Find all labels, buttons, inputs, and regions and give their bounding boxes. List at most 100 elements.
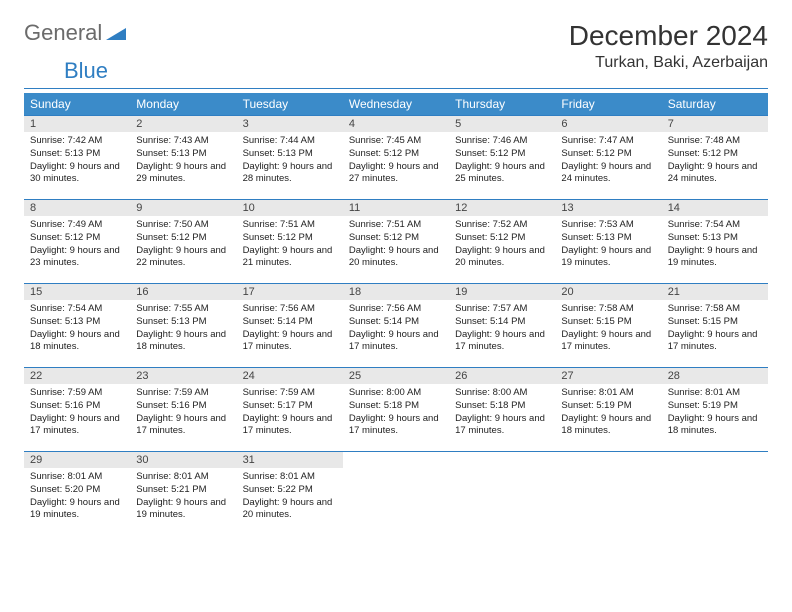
calendar-day-cell: 4Sunrise: 7:45 AMSunset: 5:12 PMDaylight… [343, 115, 449, 199]
calendar-day-cell: 25Sunrise: 8:00 AMSunset: 5:18 PMDayligh… [343, 367, 449, 451]
calendar-day-cell: 21Sunrise: 7:58 AMSunset: 5:15 PMDayligh… [662, 283, 768, 367]
day-number: 30 [130, 452, 236, 468]
day-details: Sunrise: 7:56 AMSunset: 5:14 PMDaylight:… [343, 300, 449, 357]
day-details: Sunrise: 7:57 AMSunset: 5:14 PMDaylight:… [449, 300, 555, 357]
day-details: Sunrise: 7:52 AMSunset: 5:12 PMDaylight:… [449, 216, 555, 273]
day-number: 6 [555, 116, 661, 132]
calendar-day-cell: 19Sunrise: 7:57 AMSunset: 5:14 PMDayligh… [449, 283, 555, 367]
calendar-day-cell: 15Sunrise: 7:54 AMSunset: 5:13 PMDayligh… [24, 283, 130, 367]
calendar-day-cell: 30Sunrise: 8:01 AMSunset: 5:21 PMDayligh… [130, 451, 236, 535]
calendar-week-row: 22Sunrise: 7:59 AMSunset: 5:16 PMDayligh… [24, 367, 768, 451]
calendar-day-cell: 2Sunrise: 7:43 AMSunset: 5:13 PMDaylight… [130, 115, 236, 199]
calendar-day-cell: 14Sunrise: 7:54 AMSunset: 5:13 PMDayligh… [662, 199, 768, 283]
day-number: 5 [449, 116, 555, 132]
calendar-day-cell: 6Sunrise: 7:47 AMSunset: 5:12 PMDaylight… [555, 115, 661, 199]
calendar-day-cell [449, 451, 555, 535]
day-number: 23 [130, 368, 236, 384]
day-details: Sunrise: 7:55 AMSunset: 5:13 PMDaylight:… [130, 300, 236, 357]
day-details: Sunrise: 7:50 AMSunset: 5:12 PMDaylight:… [130, 216, 236, 273]
calendar-day-cell: 10Sunrise: 7:51 AMSunset: 5:12 PMDayligh… [237, 199, 343, 283]
day-number: 8 [24, 200, 130, 216]
day-details: Sunrise: 7:56 AMSunset: 5:14 PMDaylight:… [237, 300, 343, 357]
day-details: Sunrise: 7:48 AMSunset: 5:12 PMDaylight:… [662, 132, 768, 189]
calendar-day-cell: 12Sunrise: 7:52 AMSunset: 5:12 PMDayligh… [449, 199, 555, 283]
month-title: December 2024 [569, 20, 768, 52]
calendar-day-cell: 11Sunrise: 7:51 AMSunset: 5:12 PMDayligh… [343, 199, 449, 283]
day-number: 16 [130, 284, 236, 300]
weekday-header: Tuesday [237, 93, 343, 115]
day-details: Sunrise: 8:00 AMSunset: 5:18 PMDaylight:… [343, 384, 449, 441]
day-number: 11 [343, 200, 449, 216]
day-details: Sunrise: 7:51 AMSunset: 5:12 PMDaylight:… [237, 216, 343, 273]
day-number: 4 [343, 116, 449, 132]
day-details: Sunrise: 8:01 AMSunset: 5:19 PMDaylight:… [662, 384, 768, 441]
day-number: 24 [237, 368, 343, 384]
day-number: 2 [130, 116, 236, 132]
calendar-day-cell: 5Sunrise: 7:46 AMSunset: 5:12 PMDaylight… [449, 115, 555, 199]
calendar-day-cell: 24Sunrise: 7:59 AMSunset: 5:17 PMDayligh… [237, 367, 343, 451]
calendar-day-cell [343, 451, 449, 535]
day-number: 15 [24, 284, 130, 300]
calendar-week-row: 29Sunrise: 8:01 AMSunset: 5:20 PMDayligh… [24, 451, 768, 535]
calendar-day-cell: 8Sunrise: 7:49 AMSunset: 5:12 PMDaylight… [24, 199, 130, 283]
day-number: 13 [555, 200, 661, 216]
calendar-day-cell: 1Sunrise: 7:42 AMSunset: 5:13 PMDaylight… [24, 115, 130, 199]
day-details: Sunrise: 7:59 AMSunset: 5:16 PMDaylight:… [130, 384, 236, 441]
logo: General [24, 20, 128, 46]
calendar-day-cell: 16Sunrise: 7:55 AMSunset: 5:13 PMDayligh… [130, 283, 236, 367]
calendar-day-cell: 7Sunrise: 7:48 AMSunset: 5:12 PMDaylight… [662, 115, 768, 199]
calendar-page: General December 2024 Turkan, Baki, Azer… [0, 0, 792, 555]
weekday-header: Monday [130, 93, 236, 115]
day-details: Sunrise: 7:54 AMSunset: 5:13 PMDaylight:… [24, 300, 130, 357]
day-number: 28 [662, 368, 768, 384]
calendar-week-row: 15Sunrise: 7:54 AMSunset: 5:13 PMDayligh… [24, 283, 768, 367]
calendar-day-cell: 27Sunrise: 8:01 AMSunset: 5:19 PMDayligh… [555, 367, 661, 451]
calendar-day-cell: 3Sunrise: 7:44 AMSunset: 5:13 PMDaylight… [237, 115, 343, 199]
day-details: Sunrise: 7:53 AMSunset: 5:13 PMDaylight:… [555, 216, 661, 273]
weekday-header-row: Sunday Monday Tuesday Wednesday Thursday… [24, 93, 768, 115]
top-rule [24, 88, 768, 89]
day-number: 3 [237, 116, 343, 132]
logo-triangle-icon [106, 24, 126, 45]
day-number: 12 [449, 200, 555, 216]
day-number: 9 [130, 200, 236, 216]
calendar-day-cell [662, 451, 768, 535]
location: Turkan, Baki, Azerbaijan [569, 54, 768, 72]
day-number: 1 [24, 116, 130, 132]
day-number: 19 [449, 284, 555, 300]
weekday-header: Thursday [449, 93, 555, 115]
day-number: 10 [237, 200, 343, 216]
day-details: Sunrise: 8:01 AMSunset: 5:21 PMDaylight:… [130, 468, 236, 525]
logo-word1: General [24, 20, 102, 46]
day-details: Sunrise: 7:43 AMSunset: 5:13 PMDaylight:… [130, 132, 236, 189]
day-number: 22 [24, 368, 130, 384]
day-number: 14 [662, 200, 768, 216]
day-number: 20 [555, 284, 661, 300]
day-details: Sunrise: 7:59 AMSunset: 5:16 PMDaylight:… [24, 384, 130, 441]
title-block: December 2024 Turkan, Baki, Azerbaijan [569, 20, 768, 72]
weekday-header: Saturday [662, 93, 768, 115]
calendar-day-cell: 20Sunrise: 7:58 AMSunset: 5:15 PMDayligh… [555, 283, 661, 367]
weekday-header: Wednesday [343, 93, 449, 115]
calendar-day-cell: 22Sunrise: 7:59 AMSunset: 5:16 PMDayligh… [24, 367, 130, 451]
day-details: Sunrise: 7:58 AMSunset: 5:15 PMDaylight:… [662, 300, 768, 357]
day-details: Sunrise: 7:51 AMSunset: 5:12 PMDaylight:… [343, 216, 449, 273]
calendar-week-row: 1Sunrise: 7:42 AMSunset: 5:13 PMDaylight… [24, 115, 768, 199]
day-details: Sunrise: 7:45 AMSunset: 5:12 PMDaylight:… [343, 132, 449, 189]
day-number: 29 [24, 452, 130, 468]
day-number: 25 [343, 368, 449, 384]
calendar-day-cell: 13Sunrise: 7:53 AMSunset: 5:13 PMDayligh… [555, 199, 661, 283]
calendar-day-cell: 23Sunrise: 7:59 AMSunset: 5:16 PMDayligh… [130, 367, 236, 451]
day-number: 26 [449, 368, 555, 384]
calendar-week-row: 8Sunrise: 7:49 AMSunset: 5:12 PMDaylight… [24, 199, 768, 283]
day-details: Sunrise: 7:44 AMSunset: 5:13 PMDaylight:… [237, 132, 343, 189]
calendar-day-cell: 17Sunrise: 7:56 AMSunset: 5:14 PMDayligh… [237, 283, 343, 367]
logo-word2: Blue [64, 58, 108, 84]
calendar-day-cell: 18Sunrise: 7:56 AMSunset: 5:14 PMDayligh… [343, 283, 449, 367]
day-number: 31 [237, 452, 343, 468]
day-details: Sunrise: 7:42 AMSunset: 5:13 PMDaylight:… [24, 132, 130, 189]
day-details: Sunrise: 8:01 AMSunset: 5:22 PMDaylight:… [237, 468, 343, 525]
calendar-day-cell: 31Sunrise: 8:01 AMSunset: 5:22 PMDayligh… [237, 451, 343, 535]
day-details: Sunrise: 7:46 AMSunset: 5:12 PMDaylight:… [449, 132, 555, 189]
day-details: Sunrise: 8:00 AMSunset: 5:18 PMDaylight:… [449, 384, 555, 441]
